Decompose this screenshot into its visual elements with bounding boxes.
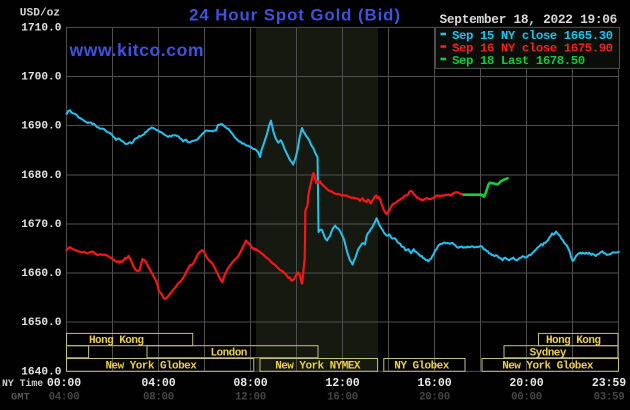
svg-text:Hong Kong: Hong Kong — [546, 335, 600, 347]
svg-text:04:00: 04:00 — [49, 391, 80, 403]
svg-text:1710.0: 1710.0 — [21, 22, 62, 34]
svg-text:00:00: 00:00 — [47, 377, 81, 390]
svg-text:16:00: 16:00 — [417, 377, 451, 390]
svg-text:Sep 16 NY close 1675.90: Sep 16 NY close 1675.90 — [452, 41, 613, 55]
svg-text:www.kitco.com: www.kitco.com — [69, 40, 205, 60]
svg-text:20:00: 20:00 — [509, 377, 543, 390]
svg-text:New York NYMEX: New York NYMEX — [275, 361, 361, 373]
svg-text:1670.0: 1670.0 — [21, 219, 62, 231]
svg-text:1640.0: 1640.0 — [21, 366, 62, 378]
svg-text:London: London — [211, 347, 247, 359]
svg-text:00:00: 00:00 — [511, 391, 542, 403]
svg-text:04:00: 04:00 — [141, 377, 175, 390]
svg-text:New York Globex: New York Globex — [502, 361, 594, 373]
svg-text:1700.0: 1700.0 — [21, 72, 62, 84]
svg-text:24 Hour Spot Gold (Bid): 24 Hour Spot Gold (Bid) — [189, 5, 401, 24]
svg-text:Sep 15 NY close 1665.30: Sep 15 NY close 1665.30 — [452, 29, 613, 43]
svg-text:08:00: 08:00 — [233, 377, 267, 390]
svg-text:NY Globex: NY Globex — [394, 361, 449, 373]
svg-text:New York Globex: New York Globex — [106, 361, 198, 373]
svg-text:1680.0: 1680.0 — [21, 170, 62, 182]
svg-text:16:00: 16:00 — [327, 391, 358, 403]
svg-text:03:59: 03:59 — [594, 391, 625, 403]
svg-text:12:00: 12:00 — [325, 377, 359, 390]
svg-text:September 18, 2022 19:06: September 18, 2022 19:06 — [440, 12, 618, 27]
svg-text:Hong Kong: Hong Kong — [89, 335, 143, 347]
svg-text:1650.0: 1650.0 — [21, 317, 62, 329]
svg-text:USD/oz: USD/oz — [20, 7, 60, 19]
svg-text:GMT: GMT — [11, 391, 30, 403]
svg-text:NY Time: NY Time — [2, 378, 43, 389]
svg-text:1660.0: 1660.0 — [21, 268, 62, 280]
svg-text:1690.0: 1690.0 — [21, 121, 62, 133]
svg-text:Sep 18 Last 1678.50: Sep 18 Last 1678.50 — [452, 54, 585, 68]
svg-text:20:00: 20:00 — [419, 391, 450, 403]
svg-text:Sydney: Sydney — [530, 347, 567, 359]
svg-text:12:00: 12:00 — [235, 391, 266, 403]
svg-text:23:59: 23:59 — [592, 377, 626, 390]
svg-text:08:00: 08:00 — [143, 391, 174, 403]
